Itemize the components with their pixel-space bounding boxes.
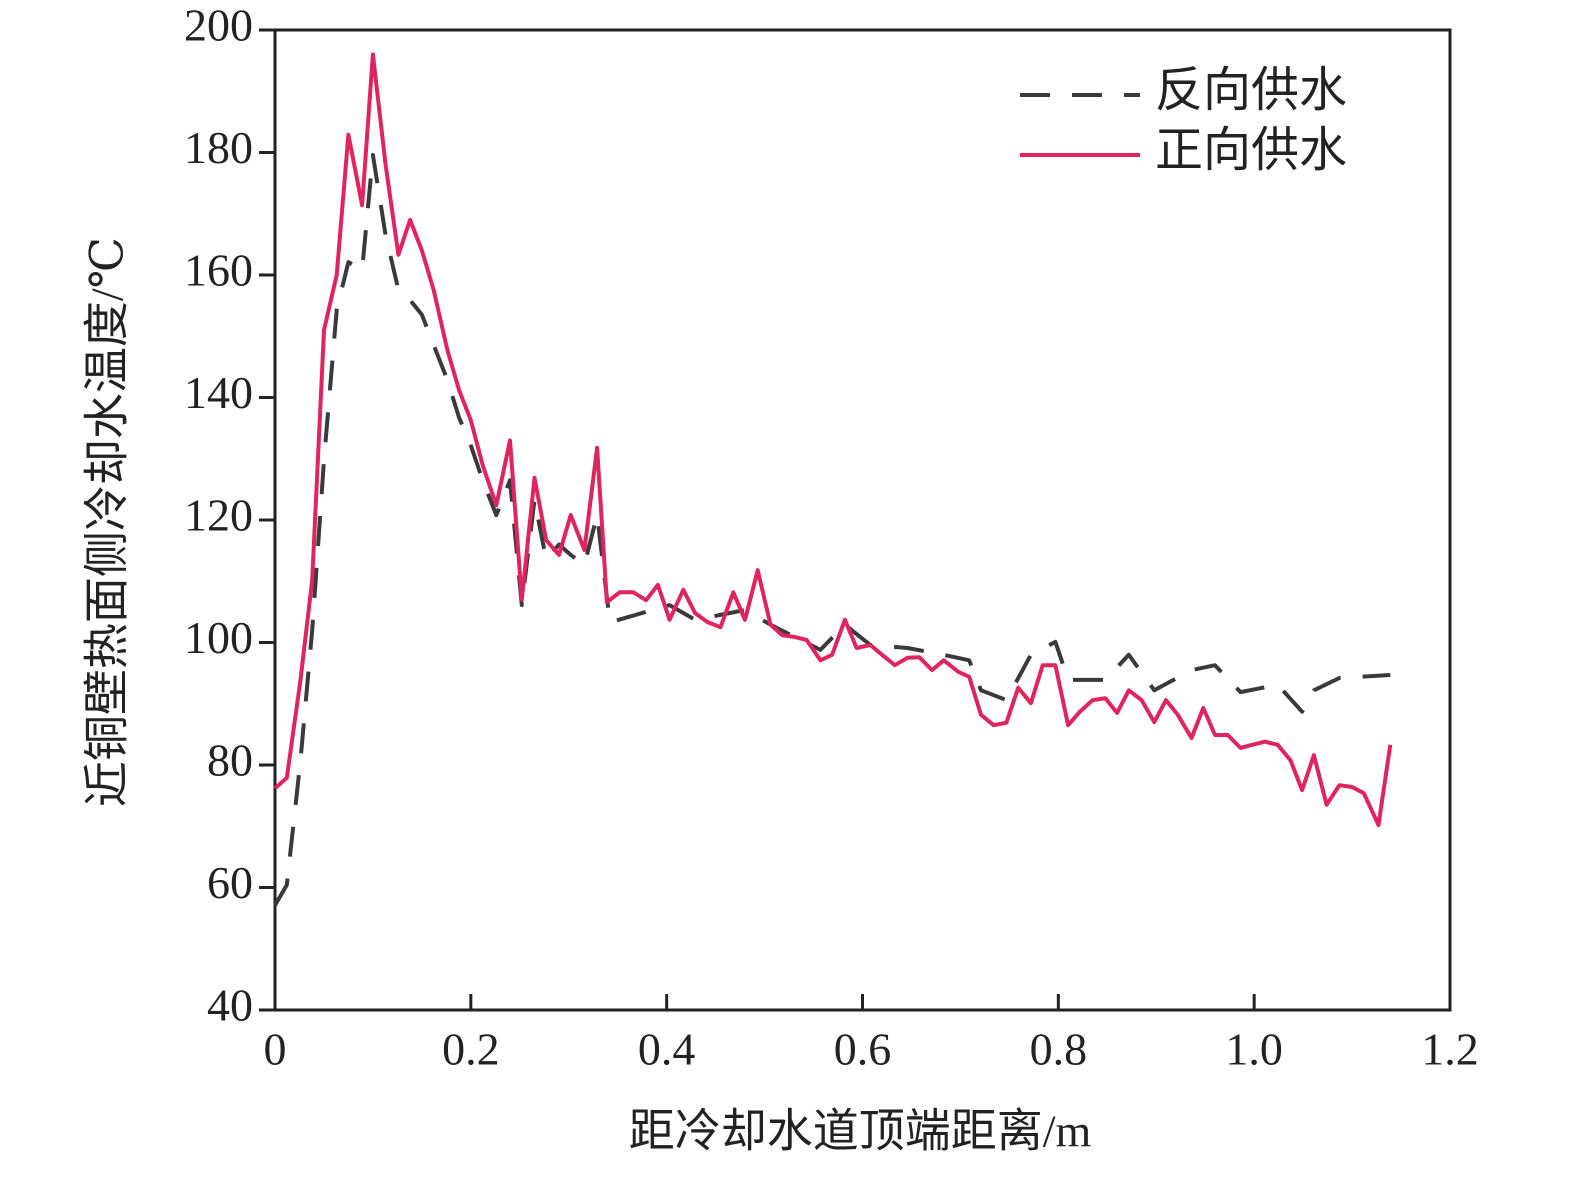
x-tick-label: 1.2: [1421, 1024, 1479, 1075]
y-axis-label: 近铜壁热面侧冷却水温度/℃: [82, 237, 133, 807]
y-tick-label: 140: [184, 367, 253, 418]
y-tick-label: 60: [207, 857, 253, 908]
data-line: [273, 52, 1393, 827]
x-tick-label: 0.8: [1030, 1024, 1088, 1075]
x-tick-label: 0.4: [638, 1024, 696, 1075]
x-tick-label: 1.0: [1225, 1024, 1283, 1075]
x-tick-label: 0.6: [834, 1024, 892, 1075]
y-tick-label: 80: [207, 735, 253, 786]
y-tick-label: 180: [184, 122, 253, 173]
y-tick-label: 100: [184, 612, 253, 663]
x-tick-label: 0.2: [442, 1024, 500, 1075]
x-axis-label: 距冷却水道顶端距离/m: [629, 1106, 1092, 1157]
y-tick-label: 40: [207, 980, 253, 1031]
legend-label: 反向供水: [1155, 64, 1347, 117]
legend-label: 正向供水: [1155, 124, 1347, 177]
y-tick-label: 160: [184, 245, 253, 296]
y-tick-label: 120: [184, 490, 253, 541]
y-tick-label: 200: [184, 0, 253, 51]
x-tick-label: 0: [264, 1024, 287, 1075]
data-line: [273, 153, 1391, 907]
